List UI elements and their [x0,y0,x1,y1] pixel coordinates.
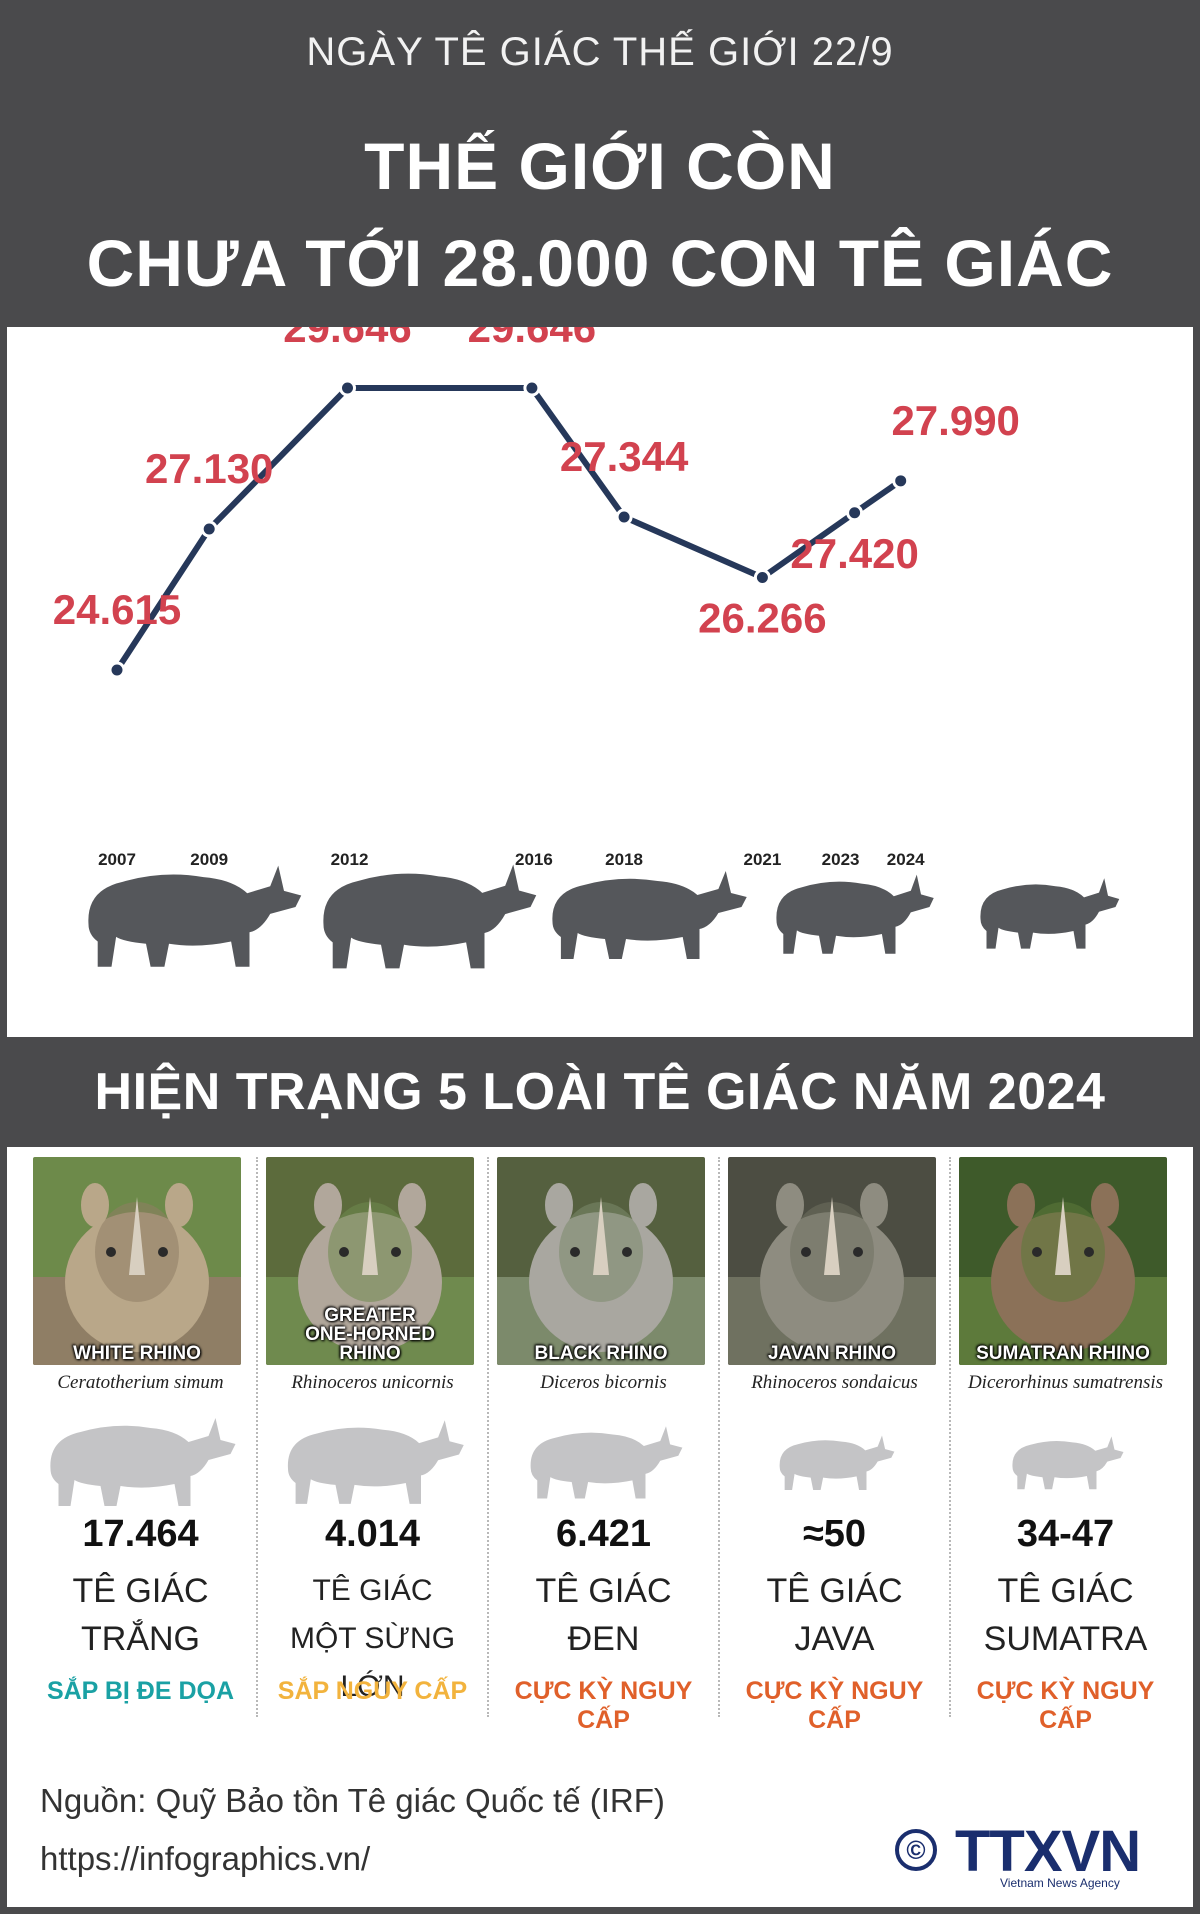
scientific-name: Ceratotherium simum [57,1372,224,1393]
rhino-silhouette [258,1402,487,1522]
headline-line-1: THẾ GIỚI CÒN [364,129,836,203]
x-tick-label: 2024 [887,850,925,869]
rhino-photo: JAVAN RHINO [728,1157,936,1365]
ttxvn-logo: TTXVN [955,1819,1141,1884]
rhino-photo: SUMATRAN RHINO [959,1157,1167,1365]
x-tick-label: 2021 [743,850,781,869]
photo-label: GREATER ONE-HORNED RHINO [305,1305,435,1364]
data-point [108,661,126,679]
species-card: SUMATRAN RHINO Dicerorhinus sumatrensis … [949,1157,1180,1734]
section-title: HIỆN TRẠNG 5 LOÀI TÊ GIÁC NĂM 2024 [94,1063,1106,1121]
population-line-chart: 24.615 27.130 29.646 29.646 27.344 26.266 27.4… [53,327,1120,969]
conservation-status: SẮP NGUY CẤP [277,1677,468,1705]
scientific-name: Rhinoceros unicornis [291,1372,454,1393]
ttxvn-logo-subtitle: Vietnam News Agency [1000,1876,1120,1890]
headline-line-2: CHƯA TỚI 28.000 CON TÊ GIÁC [86,226,1114,300]
copyright-icon: © [895,1829,937,1871]
population-count: 6.421 [555,1513,652,1555]
source-url[interactable]: https://infographics.vn/ [40,1840,371,1877]
rhino-photo: GREATER ONE-HORNED RHINO [266,1157,474,1365]
rhino-silhouette-icon [980,878,1120,949]
species-panel: WHITE RHINO Ceratotherium simum 17.464 T… [7,1147,1193,1907]
data-point [753,568,771,586]
source-note: Nguồn: Quỹ Bảo tồn Tê giác Quốc tế (IRF) [40,1782,665,1819]
rhino-silhouette-icon [88,865,302,967]
conservation-status: CỰC KỲ NGUY CẤP [514,1677,693,1734]
population-count: 4.014 [324,1513,421,1555]
x-tick-label: 2009 [190,850,228,869]
population-chart-panel: 24.615 27.130 29.646 29.646 27.344 26.266 27.4… [7,327,1193,1037]
rhino-photo: WHITE RHINO [33,1157,241,1365]
rhino-silhouette [489,1402,718,1522]
x-tick-label: 2016 [515,850,553,869]
x-tick-label: 2018 [605,850,643,869]
data-label: 27.130 [145,445,273,492]
scientific-name: Diceros bicornis [540,1372,667,1393]
species-list: WHITE RHINO Ceratotherium simum 17.464 T… [25,1157,1180,1734]
rhino-photo: BLACK RHINO [497,1157,705,1365]
x-tick-label: 2012 [331,850,369,869]
kicker-title: NGÀY TÊ GIÁC THẾ GIỚI 22/9 [306,30,894,74]
species-card: WHITE RHINO Ceratotherium simum 17.464 T… [25,1157,256,1717]
rhino-silhouette-icon [776,874,934,954]
population-count: 17.464 [82,1513,199,1555]
rhino-silhouette [25,1402,256,1522]
data-point [892,472,910,490]
conservation-status: CỰC KỲ NGUY CẤP [976,1677,1155,1734]
common-name: TÊ GIÁC TRẮNG [72,1572,209,1658]
data-point [200,520,218,538]
x-tick-label: 2023 [822,850,860,869]
data-label: 27.344 [560,433,689,480]
data-label: 26.266 [698,594,826,641]
species-card: BLACK RHINO Diceros bicornis 6.421 TÊ GI… [487,1157,718,1734]
header: NGÀY TÊ GIÁC THẾ GIỚI 22/9 THẾ GIỚI CÒN … [0,0,1200,325]
photo-label: JAVAN RHINO [767,1343,897,1364]
population-count: 34-47 [1016,1513,1115,1555]
data-point [339,379,356,397]
section-bar [0,1037,1200,1147]
rhino-silhouette-icon [323,864,537,969]
conservation-status: SẮP BỊ ĐE DỌA [46,1677,235,1705]
common-name: TÊ GIÁC ĐEN [535,1572,672,1658]
population-count: ≈50 [802,1513,867,1555]
species-card: JAVAN RHINO Rhinoceros sondaicus ≈50 TÊ … [718,1157,949,1734]
scientific-name: Rhinoceros sondaicus [751,1372,918,1393]
rhino-silhouette [951,1402,1180,1522]
rhino-silhouette [720,1402,949,1522]
data-label: 24.615 [53,586,181,633]
data-point [846,504,864,522]
x-tick-label: 2007 [98,850,136,869]
data-label: 27.420 [790,530,918,577]
photo-label: WHITE RHINO [73,1343,201,1364]
common-name: TÊ GIÁC SUMATRA [983,1572,1148,1658]
series-line [114,385,903,672]
photo-label: BLACK RHINO [534,1343,668,1364]
data-label: 29.646 [468,327,596,351]
data-label: 29.646 [283,327,411,351]
species-card: GREATER ONE-HORNED RHINO Rhinoceros unic… [256,1157,487,1717]
common-name: TÊ GIÁC MỘT SỪNG LỚN [289,1574,456,1703]
common-name: TÊ GIÁC JAVA [766,1572,903,1658]
conservation-status: CỰC KỲ NGUY CẤP [745,1677,924,1734]
rhino-silhouette-icon [552,871,747,959]
data-point [523,379,541,397]
scientific-name: Dicerorhinus sumatrensis [967,1372,1164,1393]
data-label: 27.990 [891,397,1019,444]
data-point [615,508,633,526]
photo-label: SUMATRAN RHINO [976,1343,1150,1364]
